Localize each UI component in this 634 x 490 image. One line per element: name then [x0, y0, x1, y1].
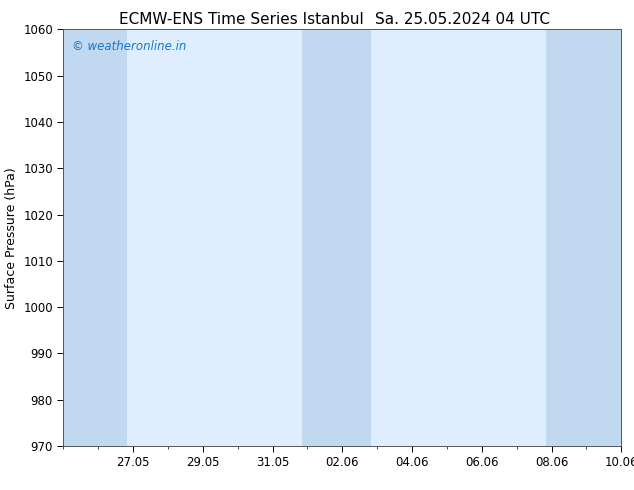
Text: Sa. 25.05.2024 04 UTC: Sa. 25.05.2024 04 UTC [375, 12, 550, 27]
Text: © weatheronline.in: © weatheronline.in [72, 40, 186, 53]
Y-axis label: Surface Pressure (hPa): Surface Pressure (hPa) [4, 167, 18, 309]
Bar [546, 29, 621, 446]
Bar [63, 29, 127, 446]
Bar [302, 29, 372, 446]
Text: ECMW-ENS Time Series Istanbul: ECMW-ENS Time Series Istanbul [119, 12, 363, 27]
